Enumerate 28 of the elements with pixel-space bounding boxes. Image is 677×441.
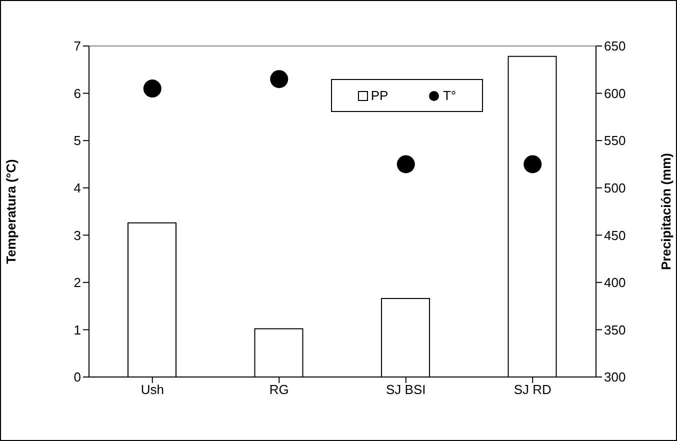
y-tick-label: 2 — [74, 275, 81, 290]
x-tick-label: SJ BSI — [386, 382, 426, 398]
y-axis-title: Temperatura (°C) — [4, 159, 19, 264]
y2-tick-label: 300 — [604, 370, 626, 385]
legend-label: T° — [442, 88, 456, 103]
y2-tick-label: 650 — [604, 38, 626, 54]
y-tick-label: 5 — [74, 133, 81, 148]
y-tick-label: 1 — [74, 322, 81, 338]
y-tick-label: 6 — [74, 86, 81, 101]
point — [396, 155, 415, 174]
y2-axis-title: Precipitación (mm) — [658, 152, 674, 270]
point — [524, 155, 542, 174]
legend-label: PP — [370, 88, 388, 103]
y-tick-label: 7 — [74, 38, 81, 54]
y2-tick-label: 400 — [604, 275, 626, 290]
x-tick-label: SJ RD — [514, 382, 552, 398]
point — [143, 80, 162, 98]
y-tick-label: 0 — [74, 370, 81, 385]
y2-tick-label: 450 — [604, 228, 626, 243]
x-tick-label: Ush — [140, 382, 164, 398]
y-tick-label: 3 — [74, 228, 81, 243]
y-tick-label: 4 — [74, 180, 81, 196]
y2-tick-label: 600 — [604, 86, 626, 101]
y2-tick-label: 500 — [604, 180, 626, 196]
point — [270, 70, 288, 88]
y2-tick-label: 350 — [604, 322, 626, 338]
y2-tick-label: 550 — [604, 133, 626, 148]
x-tick-label: RG — [269, 382, 289, 398]
